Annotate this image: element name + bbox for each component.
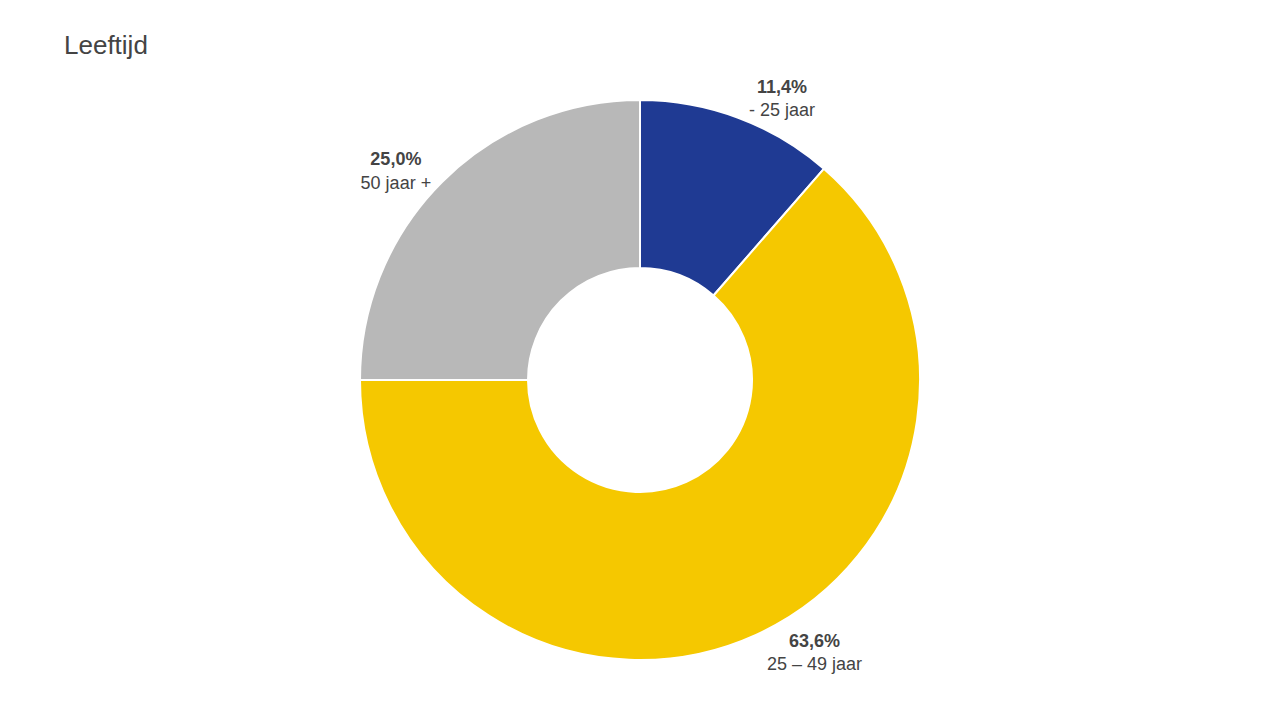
svg-text:Leeftijd: Leeftijd — [64, 30, 148, 60]
svg-text:63,6%25 – 49 jaar: 63,6%25 – 49 jaar — [767, 631, 862, 674]
svg-text:25,0%50 jaar +: 25,0%50 jaar + — [361, 149, 432, 192]
svg-text:11,4%- 25 jaar: 11,4%- 25 jaar — [749, 77, 815, 120]
